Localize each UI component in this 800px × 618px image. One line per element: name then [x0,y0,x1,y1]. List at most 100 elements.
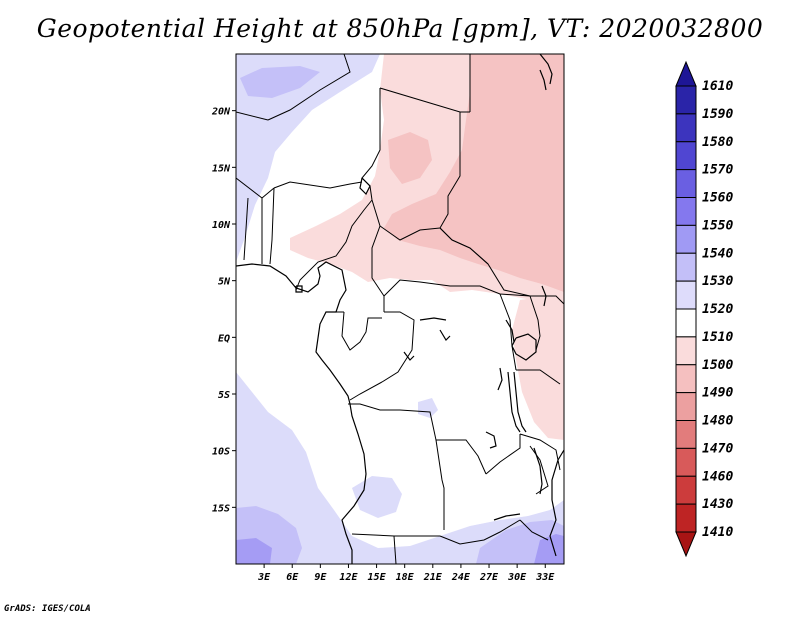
latitude-axis: 20N 15N 10N 5N EQ 5S 10S 15S [211,107,236,514]
shade-1530-ne [240,66,320,98]
border-zimbabwe [519,519,549,541]
border-nigeria-cameroon [295,199,373,291]
colorbar-box [675,392,697,421]
border-ghana [243,197,249,261]
lon-label: 12E [339,572,358,583]
lat-label: 5S [218,390,230,401]
border-drc-angola [348,403,487,475]
border-zambia-zimbabwe [439,519,521,545]
colorbar-label: 1570 [702,163,733,178]
border-drc-uganda [499,293,517,371]
border-malawi [529,445,549,495]
map-area[interactable]: 20N 15N 10N 5N EQ 5S 10S 15S 3E 6E 9E 12E 15E 18E 21E… [211,53,565,583]
shade-1540-se [534,534,564,564]
border-niger-nigeria [273,181,363,189]
shade-1540-sw [236,538,272,564]
colorbar-box [675,420,697,449]
colorbar-box [675,280,697,310]
colorbar-label: 1460 [702,469,733,484]
border-ssudan-ethiopia [530,295,564,305]
coastlines [236,54,564,564]
colorbar: 1610 1590 1580 1570 1560 1550 1540 1530 1520 1510… [675,60,733,558]
colorbar-box [675,447,697,477]
lake-chad [359,177,371,196]
lon-label: 9E [314,572,327,583]
border-tanzania [516,369,561,385]
lake-kivu [497,367,503,391]
colorbar-box [675,336,697,366]
border-car-sudan [439,227,531,297]
coast-bioko [295,285,303,293]
border-benin-nigeria [269,187,275,265]
lat-label: 10S [212,447,230,458]
footer-credit: GrADS: IGES/COLA [4,604,91,614]
border-congo-drc [349,311,415,401]
colorbar-box [675,197,697,226]
lon-label: 21E [423,572,443,583]
colorbar-box [675,224,697,254]
shade-1520-south [236,372,564,564]
colorbar-box [675,113,697,143]
lat-label: EQ [218,333,230,344]
border-niger-algeria [236,111,269,121]
shade-1490-west [388,132,432,184]
colorbar-label: 1430 [702,497,733,512]
border-drc-zambia [485,434,521,475]
lon-label: 18E [396,572,415,583]
lat-label: 10N [212,220,231,231]
sinai-coast [539,69,547,91]
colorbar-label: 1530 [702,274,733,289]
colorbar-label: 1480 [702,414,733,429]
colorbar-label: 1470 [702,441,733,456]
lake-kariba [493,513,521,521]
border-uganda-kenya [529,295,541,351]
lake-malawi [533,447,543,495]
border-angola-zambia [435,439,445,530]
lon-label: 27E [479,572,499,583]
river-segment-3 [439,329,451,341]
lake-victoria [511,333,537,361]
red-sea-coast [539,54,553,85]
colorbar-label: 1490 [702,386,733,401]
border-libya-chad-niger [267,54,351,121]
colorbar-label: 1410 [702,525,733,540]
lake-mweru [485,431,497,449]
lake-albert [505,319,515,343]
shade-1490 [384,54,564,292]
colorbar-box [675,169,697,198]
lon-label: 6E [286,572,299,583]
colorbar-box [675,85,697,115]
river-segment-1 [419,317,447,321]
river-segment-2 [403,351,415,361]
border-chad-car [379,225,441,241]
lat-label: 20N [211,107,231,118]
colorbar-label: 1510 [702,330,733,345]
lon-label: 3E [257,572,271,583]
shade-1520-north [236,54,380,262]
colorbar-label: 1580 [702,135,733,150]
colorbar-label: 1550 [702,218,733,233]
lat-label: 5N [218,277,231,288]
lat-label: 15S [212,503,230,514]
lon-label: 33E [535,572,555,583]
map-frame [235,53,565,565]
colorbar-box [675,503,697,533]
colorbar-label: 1520 [702,302,733,317]
colorbar-label: 1540 [702,246,733,261]
colorbar-bottom-triangle [675,531,697,558]
lake-tanganyika [507,371,521,433]
country-borders [236,54,564,564]
colorbar-label: 1590 [702,107,733,122]
lon-label: 24E [451,572,471,583]
lake-tanganyika-east [513,371,527,433]
lon-label: 30E [507,572,527,583]
colorbar-box [675,141,697,171]
coast-gulf-of-guinea [236,261,367,564]
shade-1520-small [418,398,438,418]
colorbar-label: 1610 [702,79,733,94]
colorbar-top-triangle [675,60,697,87]
map-title: Geopotential Height at 850hPa [gpm], VT:… [36,14,764,43]
shade-1500-east-strip [512,296,564,440]
border-cameroon-car [371,199,385,312]
